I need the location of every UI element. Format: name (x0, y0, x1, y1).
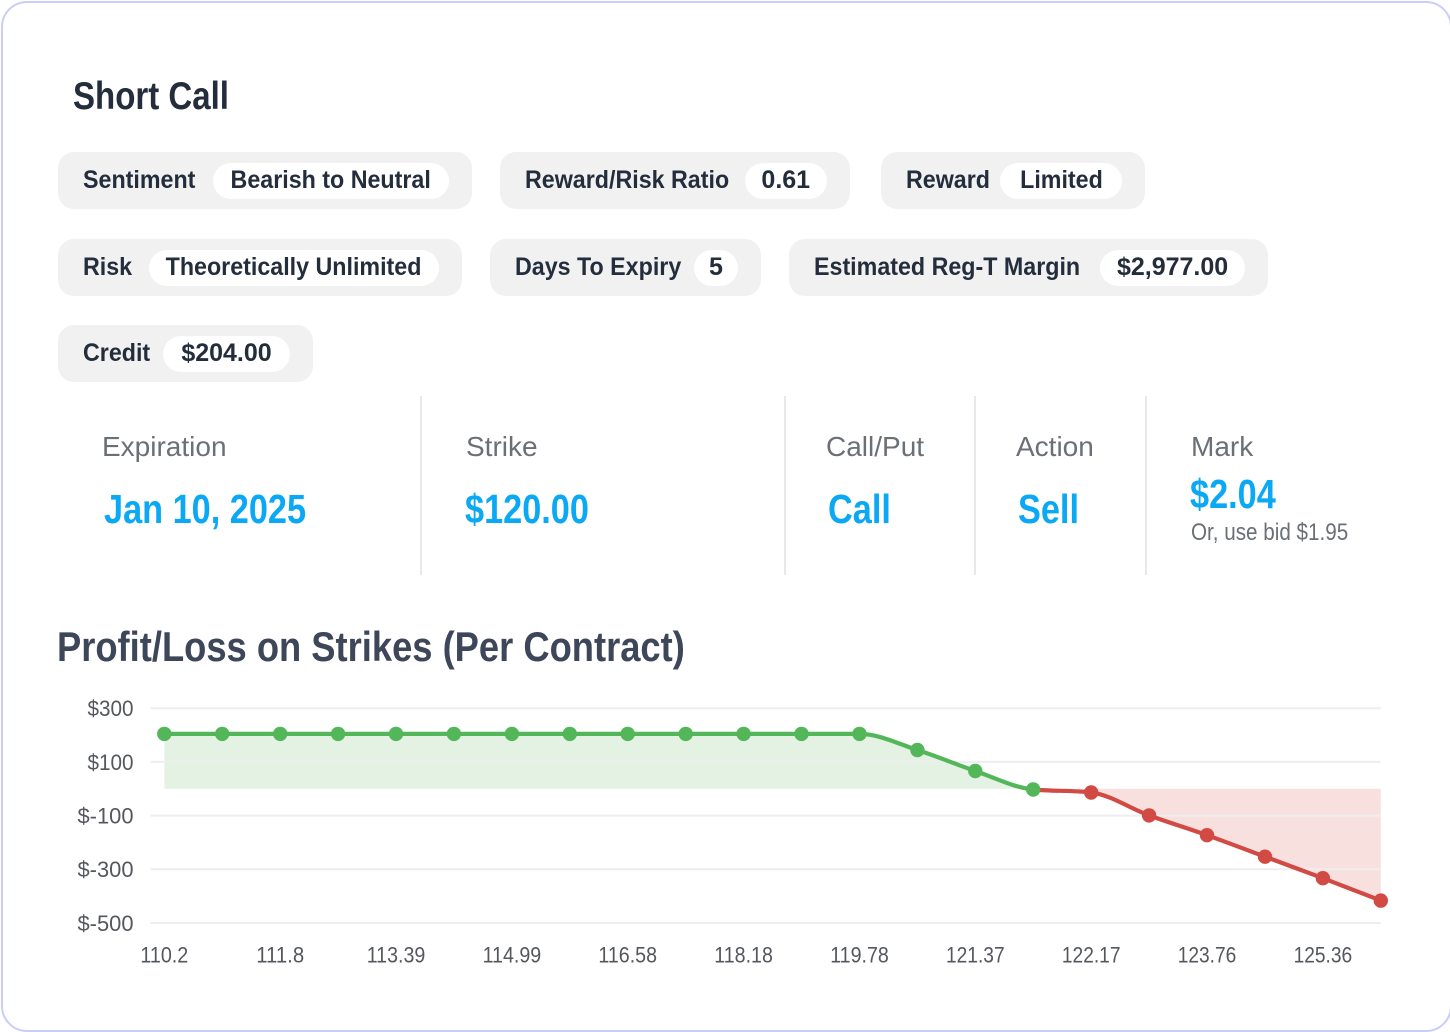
svg-text:110.2: 110.2 (140, 942, 188, 967)
svg-text:$-300: $-300 (78, 857, 134, 882)
svg-text:$-500: $-500 (78, 911, 134, 936)
svg-text:123.76: 123.76 (1178, 942, 1237, 967)
svg-text:$100: $100 (88, 750, 134, 775)
svg-text:116.58: 116.58 (598, 942, 657, 967)
svg-text:119.78: 119.78 (830, 942, 889, 967)
svg-text:$300: $300 (88, 696, 134, 721)
svg-text:$-100: $-100 (78, 804, 134, 829)
svg-text:114.99: 114.99 (483, 942, 542, 967)
svg-text:121.37: 121.37 (946, 942, 1005, 967)
svg-text:122.17: 122.17 (1062, 942, 1121, 967)
svg-text:113.39: 113.39 (367, 942, 426, 967)
svg-text:111.8: 111.8 (256, 942, 304, 967)
svg-text:118.18: 118.18 (714, 942, 773, 967)
svg-text:125.36: 125.36 (1294, 942, 1353, 967)
